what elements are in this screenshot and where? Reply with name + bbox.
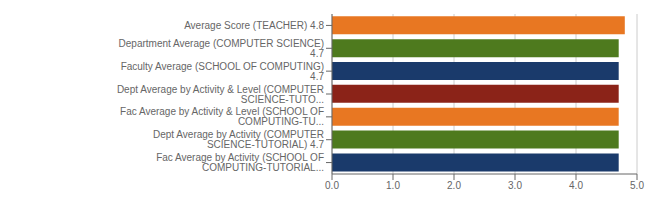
svg-text:0.0: 0.0 (325, 180, 339, 191)
svg-text:Fac Average by Activity & Leve: Fac Average by Activity & Level (SCHOOL … (120, 106, 324, 127)
svg-text:Dept Average by Activity (COMP: Dept Average by Activity (COMPUTERSCIENC… (153, 129, 324, 150)
svg-text:Fac Average by Activity (SCHOO: Fac Average by Activity (SCHOOL OFCOMPUT… (156, 152, 324, 173)
svg-text:1.0: 1.0 (386, 180, 400, 191)
svg-text:Department Average (COMPUTER S: Department Average (COMPUTER SCIENCE)4.7 (119, 38, 325, 59)
svg-text:3.0: 3.0 (508, 180, 522, 191)
svg-text:Faculty Average (SCHOOL OF COM: Faculty Average (SCHOOL OF COMPUTING)4.7 (121, 61, 325, 82)
svg-text:Dept Average by Activity & Lev: Dept Average by Activity & Level (COMPUT… (117, 84, 324, 105)
svg-text:2.0: 2.0 (447, 180, 461, 191)
svg-text:5.0: 5.0 (630, 180, 644, 191)
svg-text:Average Score (TEACHER) 4.8: Average Score (TEACHER) 4.8 (184, 20, 324, 31)
svg-text:4.0: 4.0 (569, 180, 583, 191)
